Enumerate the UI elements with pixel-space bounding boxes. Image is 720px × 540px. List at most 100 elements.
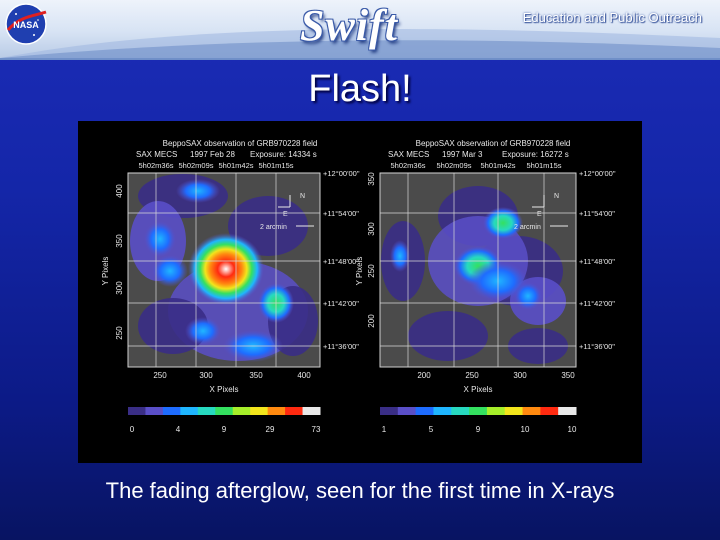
nasa-logo: NASA <box>5 3 47 45</box>
dec-label: +11°48'00" <box>579 257 615 266</box>
ra-label: 5h01m15s <box>526 161 561 170</box>
colorbar-segment <box>250 407 269 415</box>
colorbar-segment <box>469 407 488 415</box>
dec-label: +11°54'00" <box>323 209 359 218</box>
colorbar-label: 73 <box>312 425 321 434</box>
ra-label: 5h02m09s <box>178 161 213 170</box>
ra-label: 5h02m09s <box>436 161 471 170</box>
colorbar-segment <box>522 407 541 415</box>
header-bar: NASA Swift Education and Public Outreach <box>0 0 720 60</box>
xray-figure: BeppoSAX observation of GRB970228 field … <box>78 121 642 463</box>
y-tick-label: 200 <box>367 314 376 328</box>
y-tick-label: 300 <box>115 281 124 295</box>
ra-label: 5h01m42s <box>218 161 253 170</box>
colorbar-segment <box>397 407 417 415</box>
panel-left-exposure: Exposure: 14334 s <box>250 150 317 159</box>
y-tick-label: 250 <box>367 264 376 278</box>
colorbar-segment <box>180 407 199 415</box>
x-tick-label: 250 <box>153 371 167 380</box>
swift-logo: Swift <box>300 1 398 50</box>
colorbar-segment <box>415 407 434 415</box>
panel-right-dec-labels: +12°00'00" +11°54'00" +11°48'00" +11°42'00"… <box>579 169 616 351</box>
dec-label: +11°36'00" <box>579 342 615 351</box>
xray-figure-svg: BeppoSAX observation of GRB970228 field … <box>101 139 616 434</box>
y-tick-label: 300 <box>367 222 376 236</box>
panel-left: BeppoSAX observation of GRB970228 field … <box>101 139 360 434</box>
colorbar-label: 0 <box>130 425 135 434</box>
ra-label: 5h02m36s <box>390 161 425 170</box>
colorbar-segment <box>380 407 399 415</box>
colorbar-label: 1 <box>382 425 387 434</box>
panel-right-ra-labels: 5h02m36s 5h02m09s 5h01m42s 5h01m15s <box>390 161 561 170</box>
x-tick-label: 300 <box>513 371 527 380</box>
colorbar-label: 29 <box>266 425 275 434</box>
dec-label: +11°48'00" <box>323 257 359 266</box>
panel-left-xlabel: X Pixels <box>210 385 239 394</box>
panel-left-ylabel: Y Pixels <box>101 257 110 286</box>
colorbar-segment <box>486 407 506 415</box>
panel-left-y-ticks: 400 350 300 250 <box>115 184 124 340</box>
panel-left-date: 1997 Feb 28 <box>190 150 235 159</box>
x-tick-label: 350 <box>249 371 263 380</box>
panel-right-date: 1997 Mar 3 <box>442 150 483 159</box>
dec-label: +12°00'00" <box>579 169 616 178</box>
colorbar-label: 5 <box>429 425 434 434</box>
ra-label: 5h01m42s <box>480 161 515 170</box>
panel-right-grid <box>380 172 576 367</box>
colorbar-segment <box>451 407 470 415</box>
x-tick-label: 200 <box>417 371 431 380</box>
panel-right-y-ticks: 350 300 250 200 <box>367 172 376 328</box>
colorbar-label: 10 <box>521 425 530 434</box>
panel-right-ylabel: Y Pixels <box>355 257 364 286</box>
x-tick-label: 400 <box>297 371 311 380</box>
colorbar-segment <box>285 407 304 415</box>
colorbar-segment <box>128 407 146 415</box>
panel-right-image <box>380 173 576 367</box>
colorbar-label: 4 <box>176 425 181 434</box>
panel-right-scale-label: 2 arcmin <box>514 224 541 231</box>
panel-left-instrument: SAX MECS <box>136 150 177 159</box>
panel-right-compass-n: N <box>554 193 559 200</box>
panel-left-colorbar-labels: 0 4 9 29 73 <box>130 425 321 434</box>
panel-right: BeppoSAX observation of GRB970228 field … <box>355 139 616 434</box>
panel-left-grid <box>128 172 320 367</box>
panel-left-ra-labels: 5h02m36s 5h02m09s 5h01m42s 5h01m15s <box>138 161 293 170</box>
panel-right-colorbar-labels: 1 5 9 10 10 <box>382 425 577 434</box>
ra-label: 5h02m36s <box>138 161 173 170</box>
panel-right-x-ticks: 200 250 300 350 <box>417 371 575 380</box>
panel-left-compass-n: N <box>300 193 305 200</box>
colorbar-segment <box>540 407 559 415</box>
colorbar-label: 9 <box>476 425 481 434</box>
colorbar-segment <box>267 407 286 415</box>
colorbar-segment <box>145 407 164 415</box>
panel-right-instrument: SAX MECS <box>388 150 429 159</box>
panel-left-colorbar <box>128 407 321 415</box>
panel-left-scale-label: 2 arcmin <box>260 224 287 231</box>
panel-left-image <box>128 173 320 367</box>
panel-right-exposure: Exposure: 16272 s <box>502 150 569 159</box>
dec-label: +11°36'00" <box>323 342 359 351</box>
panel-right-colorbar <box>380 407 577 415</box>
dec-label: +12°00'00" <box>323 169 360 178</box>
dec-label: +11°42'00" <box>323 299 359 308</box>
x-tick-label: 350 <box>561 371 575 380</box>
panel-right-title: BeppoSAX observation of GRB970228 field <box>416 139 571 148</box>
panel-left-x-ticks: 250 300 350 400 <box>153 371 311 380</box>
slide-title: Flash! <box>308 68 412 110</box>
colorbar-segment <box>433 407 452 415</box>
panel-right-xlabel: X Pixels <box>464 385 493 394</box>
panel-right-compass-e: E <box>537 211 542 218</box>
header-swoosh <box>0 28 720 58</box>
dec-label: +11°42'00" <box>579 299 615 308</box>
outreach-label: Education and Public Outreach <box>522 10 702 25</box>
panel-left-compass-e: E <box>283 211 288 218</box>
y-tick-label: 400 <box>115 184 124 198</box>
y-tick-label: 250 <box>115 326 124 340</box>
x-tick-label: 300 <box>199 371 213 380</box>
colorbar-segment <box>215 407 234 415</box>
panel-right-compass: N E 2 arcmin <box>514 193 568 231</box>
dec-label: +11°54'00" <box>579 209 615 218</box>
colorbar-segment <box>197 407 216 415</box>
panel-left-compass: N E 2 arcmin <box>260 193 314 231</box>
colorbar-segment <box>504 407 524 415</box>
